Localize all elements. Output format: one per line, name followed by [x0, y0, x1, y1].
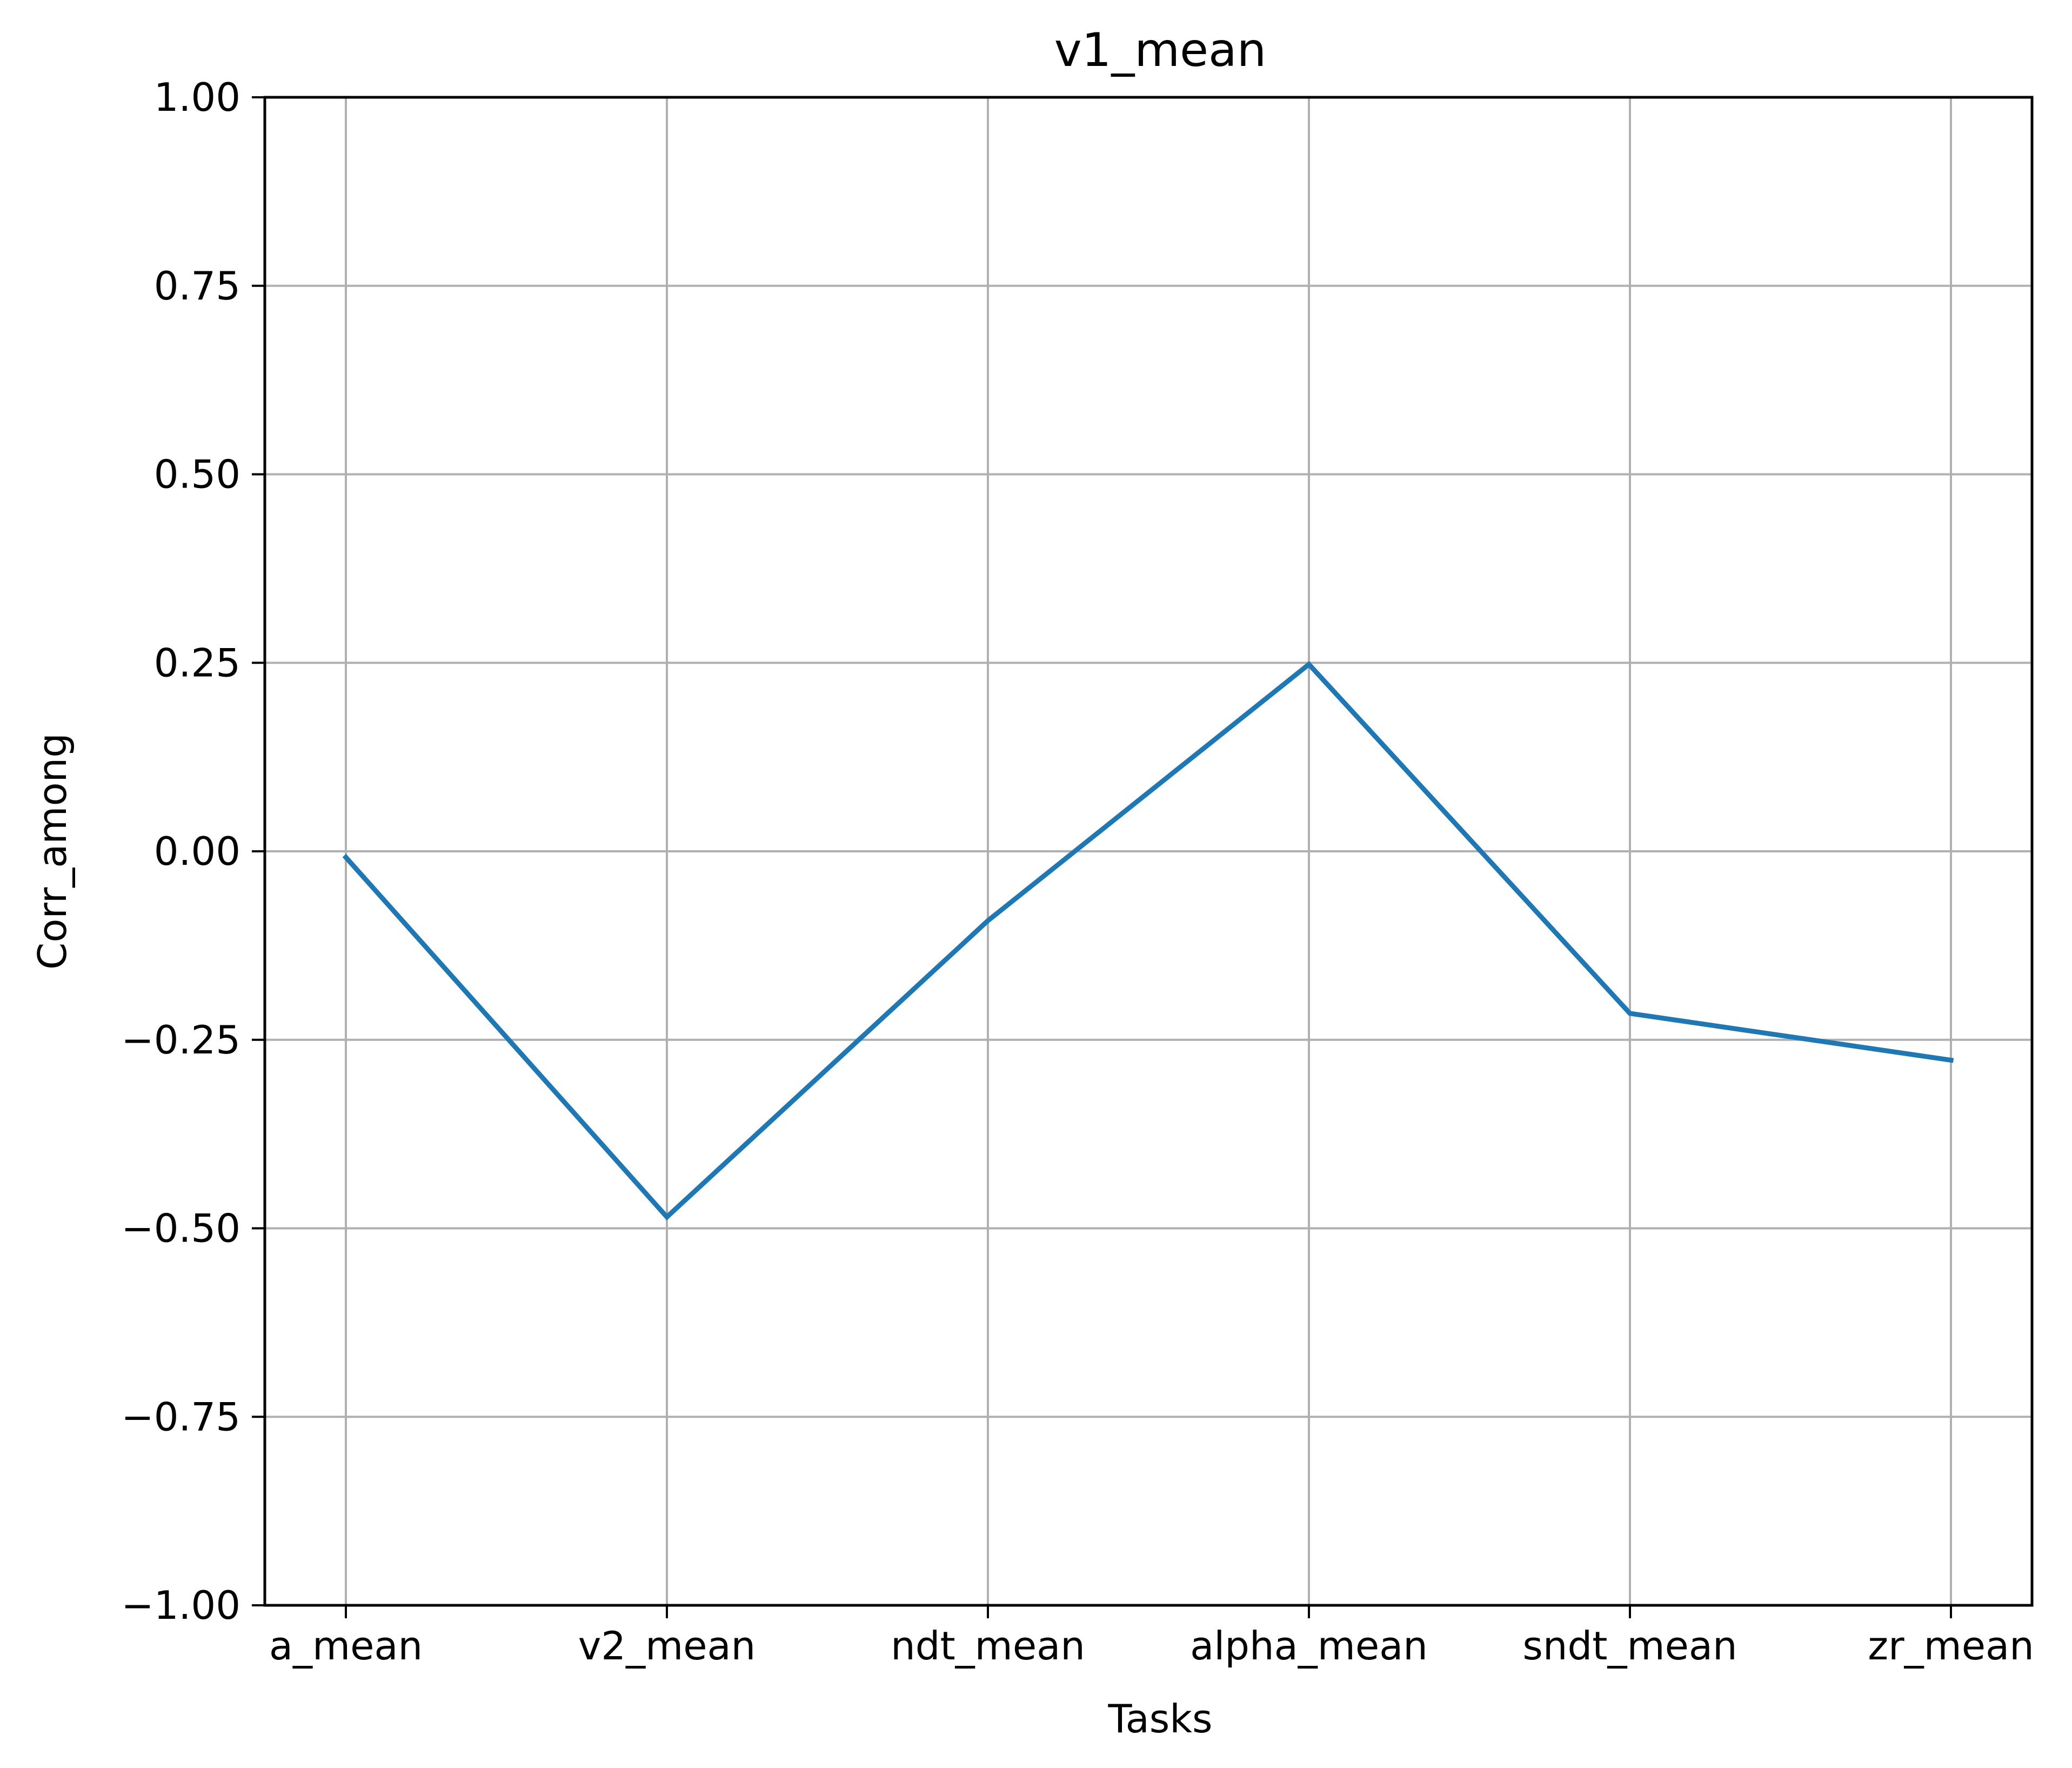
- data-point: [345, 857, 346, 858]
- series-line: [342, 661, 1954, 1220]
- data-point: [1629, 1013, 1630, 1014]
- y-axis-label: Corr_among: [30, 733, 75, 970]
- series-group: [342, 661, 1954, 1220]
- x-tick-label: ndt_mean: [891, 1623, 1085, 1669]
- data-point: [666, 1217, 667, 1218]
- y-tick-label: −1.00: [121, 1583, 240, 1628]
- x-axis-ticks: a_mean v2_mean ndt_mean alpha_mean sndt_mean…: [269, 1605, 2034, 1669]
- y-tick-label: 0.25: [154, 640, 240, 685]
- y-tick-label: −0.50: [121, 1206, 240, 1251]
- x-tick-label: sndt_mean: [1522, 1623, 1737, 1669]
- y-axis-ticks: −1.00 −0.75 −0.50 −0.25 0.00 0.25 0.50 0.75 1.00: [121, 75, 265, 1628]
- x-tick-label: v2_mean: [578, 1623, 756, 1669]
- x-tick-label: alpha_mean: [1190, 1623, 1428, 1669]
- chart-title: v1_mean: [1054, 23, 1267, 77]
- y-tick-label: −0.75: [121, 1394, 240, 1439]
- y-tick-label: 0.50: [154, 452, 240, 497]
- x-tick-label: a_mean: [269, 1623, 423, 1669]
- data-point: [987, 920, 988, 921]
- y-tick-label: −0.25: [121, 1017, 240, 1063]
- y-tick-label: 1.00: [154, 75, 240, 120]
- data-point: [1950, 1059, 1951, 1060]
- y-tick-label: 0.00: [154, 829, 240, 874]
- y-tick-label: 0.75: [154, 263, 240, 309]
- x-tick-label: zr_mean: [1868, 1623, 2034, 1669]
- data-point: [1308, 664, 1309, 665]
- x-axis-label: Tasks: [1108, 1696, 1213, 1742]
